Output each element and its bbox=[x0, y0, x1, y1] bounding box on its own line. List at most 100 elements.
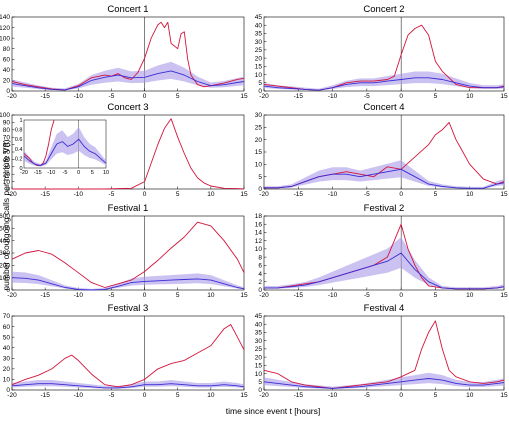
y-tick-label: 2 bbox=[258, 279, 262, 286]
panel-title: Concert 2 bbox=[363, 4, 404, 15]
y-tick-label: 12 bbox=[255, 238, 263, 245]
y-tick-label: 5 bbox=[258, 379, 262, 386]
x-tick-label: -5 bbox=[109, 93, 115, 100]
x-tick-label: 5 bbox=[434, 93, 438, 100]
y-tick-label: 0 bbox=[6, 387, 10, 394]
x-tick-label: -5 bbox=[109, 191, 115, 198]
y-tick-label: 20 bbox=[3, 171, 11, 178]
y-tick-label: 30 bbox=[255, 112, 263, 119]
y-tick-label: 45 bbox=[255, 14, 263, 21]
y-tick-label: 30 bbox=[3, 164, 11, 171]
y-tick-label: 30 bbox=[255, 39, 263, 46]
panel-2: Concert 3-20 -15 -10 -5 0 5 10 1501020304050607… bbox=[0, 102, 248, 198]
y-tick-label: 16 bbox=[255, 221, 263, 228]
x-tick-label: 10 bbox=[207, 392, 215, 399]
y-tick-label: 0 bbox=[258, 287, 262, 294]
baseline-band bbox=[264, 71, 504, 91]
x-tick-label: -20 bbox=[259, 392, 269, 399]
panel-0: Concert 1 -20 -15 -10 -5 0 5 15 0 20 40 60 80 100 120 1… bbox=[0, 4, 248, 100]
y-tick-label: 8 bbox=[258, 254, 262, 261]
panel-1: Concert 2-20 -15 -10 -5 0 5 10 1505101520253035… bbox=[255, 4, 508, 100]
y-tick-label: 6 bbox=[258, 263, 262, 270]
event-series-line bbox=[263, 320, 505, 389]
baseline-series-line bbox=[11, 70, 245, 91]
inset-y-tick-label: 0.8 bbox=[15, 128, 23, 134]
y-tick-label: 0 bbox=[258, 88, 262, 95]
y-tick-label: 25 bbox=[255, 346, 263, 353]
plot-frame bbox=[11, 16, 245, 92]
inset-y-tick-label: 0.6 bbox=[15, 137, 23, 143]
inset-x-tick-label: -5 bbox=[63, 170, 68, 176]
x-tick-label: -5 bbox=[109, 292, 115, 299]
x-tick-label: -10 bbox=[328, 292, 338, 299]
y-tick-label: 30 bbox=[3, 355, 11, 362]
x-tick-label: 0 bbox=[399, 93, 403, 100]
x-tick-label: -15 bbox=[294, 392, 304, 399]
x-tick-label: -10 bbox=[74, 292, 84, 299]
y-axis-label: number of outgoing calls per minute V(t) bbox=[1, 139, 11, 290]
y-tick-label: 10 bbox=[255, 72, 263, 79]
panel-7: Festival 4-20 -15 -10 -5 0 5 10 150510152025303… bbox=[255, 303, 508, 399]
x-tick-label: 0 bbox=[143, 191, 147, 198]
x-tick-label: 15 bbox=[500, 93, 508, 100]
y-tick-label: 40 bbox=[3, 345, 11, 352]
y-tick-label: 40 bbox=[3, 67, 11, 74]
x-tick-label: 10 bbox=[466, 292, 474, 299]
x-tick-label: 15 bbox=[240, 292, 248, 299]
plot-frame bbox=[263, 215, 505, 291]
y-tick-label: 25 bbox=[255, 125, 263, 132]
inset-x-tick-label: 0 bbox=[77, 170, 80, 176]
x-tick-label: 5 bbox=[176, 93, 180, 100]
x-tick-label: -20 bbox=[259, 93, 269, 100]
x-tick-label: 10 bbox=[466, 93, 474, 100]
x-tick-label: 15 bbox=[240, 93, 248, 100]
panel-title: Concert 4 bbox=[363, 102, 404, 113]
x-tick-label: 5 bbox=[176, 392, 180, 399]
panel-title: Festival 1 bbox=[108, 203, 149, 214]
baseline-series-line bbox=[264, 252, 505, 290]
x-tick-label: 15 bbox=[500, 191, 508, 198]
x-tick-label: -15 bbox=[294, 292, 304, 299]
x-tick-label: -20 bbox=[7, 191, 17, 198]
x-tick-label: 5 bbox=[434, 191, 438, 198]
y-tick-label: 0 bbox=[6, 287, 10, 294]
inset-x-tick-label: -15 bbox=[34, 170, 42, 176]
x-tick-label: 5 bbox=[434, 392, 438, 399]
baseline-series-line bbox=[263, 378, 505, 389]
y-tick-label: 60 bbox=[3, 56, 11, 63]
plot-frame bbox=[263, 315, 505, 391]
x-tick-label: -10 bbox=[328, 191, 338, 198]
event-series-line bbox=[11, 21, 245, 91]
panel-6: Festival 3 -20 -15 -10 -5 0 5 10 15 0 10 20 30 40 50 60… bbox=[3, 303, 248, 399]
panel-5: Festival 2-20 -15 -10 -5 0 5 10 150246810121416… bbox=[255, 203, 508, 299]
y-tick-label: 45 bbox=[255, 313, 263, 320]
y-tick-label: 14 bbox=[255, 230, 263, 237]
x-tick-label: -10 bbox=[74, 93, 84, 100]
x-tick-label: -15 bbox=[40, 93, 50, 100]
inset-x-tick-label: -20 bbox=[20, 170, 28, 176]
plot-frame bbox=[263, 16, 505, 92]
x-tick-label: 0 bbox=[143, 392, 147, 399]
panel-title: Concert 3 bbox=[107, 102, 148, 113]
inset-panel: -20 -15 -10 -5 0 5 10 0 0.2 0.4 0.6 0.8 1 bbox=[15, 118, 109, 176]
y-tick-label: 10 bbox=[3, 179, 11, 186]
y-tick-label: 20 bbox=[255, 55, 263, 62]
baseline-band bbox=[264, 160, 504, 189]
x-tick-label: 0 bbox=[399, 191, 403, 198]
x-axis-label: time since event t [hours] bbox=[226, 406, 321, 416]
x-tick-label: -10 bbox=[74, 191, 84, 198]
x-tick-label: -15 bbox=[40, 292, 50, 299]
x-tick-label: -20 bbox=[259, 292, 269, 299]
y-tick-label: 70 bbox=[3, 134, 11, 141]
x-tick-label: 5 bbox=[176, 292, 180, 299]
inset-y-tick-label: 0.4 bbox=[15, 147, 23, 153]
x-tick-label: 15 bbox=[240, 392, 248, 399]
y-tick-label: 10 bbox=[3, 377, 11, 384]
panel-title: Festival 3 bbox=[108, 303, 149, 314]
panel-3: Concert 4 -20 -15 -10 -5 0 5 10 15 0 5 10 15 20 25 30 bbox=[255, 102, 508, 198]
x-tick-label: 10 bbox=[466, 392, 474, 399]
y-tick-label: 15 bbox=[255, 363, 263, 370]
y-tick-label: 15 bbox=[255, 149, 263, 156]
y-tick-label: 35 bbox=[255, 330, 263, 337]
baseline-band bbox=[264, 237, 504, 290]
